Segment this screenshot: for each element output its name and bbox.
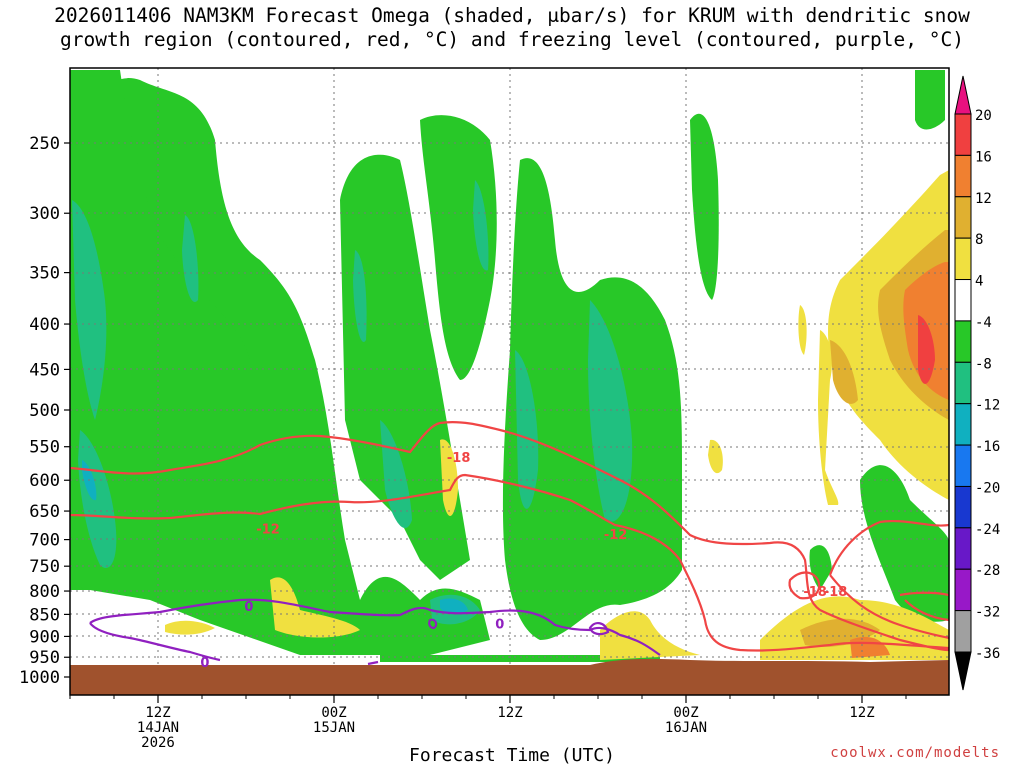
contour-minus12-lower [70, 473, 949, 652]
contour-label: 0 [200, 656, 209, 671]
contour-label: -12 [256, 522, 280, 537]
y-tick-label: 750 [29, 557, 60, 577]
colorbar-segment [954, 196, 972, 239]
colorbar-segment [954, 568, 972, 612]
contour-minus18-upper [70, 421, 949, 652]
chart-title: 2026011406 NAM3KM Forecast Omega (shaded… [54, 4, 970, 51]
colorbar-segment [954, 610, 972, 653]
y-tick-label: 1000 [19, 668, 60, 688]
colorbar-label: -12 [975, 398, 1000, 414]
x-axis-title: Forecast Time (UTC) [409, 745, 615, 766]
ground-top-edge [590, 658, 949, 665]
y-tick-label: 450 [29, 360, 60, 380]
dgz-contours [70, 421, 949, 652]
colorbar-segment [954, 237, 972, 281]
colorbar-segment [954, 444, 972, 487]
contour-label: -12 [604, 528, 628, 543]
colorbar-label: 16 [975, 149, 992, 165]
colorbar-label: 20 [975, 108, 992, 124]
colorbar-segment [954, 113, 972, 156]
y-tick-label: 550 [29, 438, 60, 458]
y-tick-label: 250 [29, 134, 60, 154]
contour-label: 0 [244, 600, 253, 615]
colorbar-label: -20 [975, 480, 1000, 496]
x-tick-label: 00Z [321, 705, 346, 721]
colorbar-bottom-arrow [954, 651, 972, 691]
colorbar-segment [954, 320, 972, 363]
y-tick-label: 600 [29, 471, 60, 491]
colorbar-label: -24 [975, 522, 1000, 538]
x-tick-label: 12Z [497, 705, 522, 721]
y-tick-label: 950 [29, 648, 60, 668]
colorbar-segment [954, 527, 972, 570]
colorbar-label: -8 [975, 356, 992, 372]
contour-minus18-right [788, 571, 821, 600]
y-tick-label: 850 [29, 605, 60, 625]
x-tick-label: 14JAN [137, 720, 179, 736]
x-tick-label: 15JAN [313, 720, 355, 736]
y-tick-label: 700 [29, 531, 60, 551]
y-tick-label: 350 [29, 264, 60, 284]
omega-shading-positive [165, 170, 949, 660]
colorbar-segment [954, 403, 972, 446]
colorbar-label: -28 [975, 563, 1000, 579]
contour-minus18-right2 [828, 520, 949, 640]
colorbar-label: -36 [975, 646, 1000, 662]
y-tick-label: 300 [29, 204, 60, 224]
colorbar-label: -4 [975, 315, 992, 331]
x-tick-label: 12Z [145, 705, 170, 721]
contour-label: 0 [495, 617, 504, 632]
colorbar-label: 8 [975, 232, 983, 248]
colorbar-label: -16 [975, 439, 1000, 455]
y-tick-label: 800 [29, 582, 60, 602]
colorbar: 20 16 12 8 4 -4 -8 -12 -16 -20 -24 -28 -32 -36 [954, 75, 1000, 691]
y-axis: 2503003504004505005506006507007508008509… [19, 134, 70, 688]
freezing-level-contour [89, 598, 661, 666]
y-tick-label: 500 [29, 401, 60, 421]
y-tick-label: 400 [29, 315, 60, 335]
site-credit: coolwx.com/modelts [830, 745, 1000, 761]
contour-label: -18 [824, 585, 848, 600]
y-tick-label: 900 [29, 627, 60, 647]
colorbar-label: -32 [975, 605, 1000, 621]
x-tick-label: 12Z [849, 705, 874, 721]
contour-label: -18 [803, 585, 827, 600]
y-tick-label: 650 [29, 502, 60, 522]
x-tick-label: 2026 [141, 735, 175, 751]
x-tick-label: 00Z [673, 705, 698, 721]
x-tick-label: 16JAN [665, 720, 707, 736]
colorbar-top-arrow [954, 75, 972, 115]
gridlines [70, 68, 949, 695]
contour-minus12-right [899, 591, 949, 622]
colorbar-segment [954, 485, 972, 529]
plot-area [69, 67, 950, 696]
ground-surface [70, 665, 949, 695]
colorbar-segment [954, 154, 972, 198]
colorbar-segment [954, 361, 972, 405]
colorbar-label: 4 [975, 274, 983, 290]
colorbar-segment [954, 279, 972, 322]
contour-label: -18 [447, 451, 471, 466]
colorbar-label: 12 [975, 191, 992, 207]
